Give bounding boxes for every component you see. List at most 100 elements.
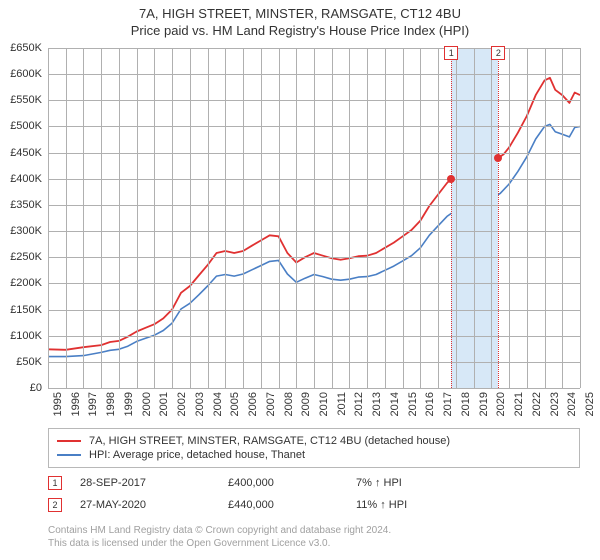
event-pct: 7% ↑ HPI [356,477,466,489]
x-tick-label: 1997 [87,392,99,416]
top-marker-box: 1 [444,46,458,60]
x-tick-label: 2018 [460,392,472,416]
title-block: 7A, HIGH STREET, MINSTER, RAMSGATE, CT12… [0,0,600,42]
gridline-v [83,48,84,388]
x-tick-label: 2014 [389,392,401,416]
y-tick-label: £650K [0,42,42,54]
events-block: 128-SEP-2017£400,0007% ↑ HPI227-MAY-2020… [48,472,580,516]
x-tick-label: 2023 [549,392,561,416]
gridline-v [420,48,421,388]
gridline-v [225,48,226,388]
y-tick-label: £0 [0,382,42,394]
y-tick-label: £200K [0,277,42,289]
event-price: £440,000 [228,499,338,511]
gridline-v [101,48,102,388]
gridline-v [279,48,280,388]
top-marker-box: 2 [491,46,505,60]
x-tick-label: 2019 [478,392,490,416]
x-tick-label: 2009 [300,392,312,416]
gridline-v [456,48,457,388]
gridline-v [474,48,475,388]
y-tick-label: £550K [0,94,42,106]
x-tick-label: 2001 [158,392,170,416]
x-tick-label: 2017 [442,392,454,416]
gridline-v [562,48,563,388]
chart-area: £0£50K£100K£150K£200K£250K£300K£350K£400… [48,48,580,388]
event-row: 1 28-SEP-2017 £400,000 7% ↑ HPI [48,472,580,494]
gridline-v [296,48,297,388]
gridline-v [261,48,262,388]
y-tick-label: £150K [0,304,42,316]
x-tick-label: 2006 [247,392,259,416]
data-marker-dot [494,154,502,162]
gridline-v [403,48,404,388]
x-tick-label: 1995 [52,392,64,416]
gridline-v [314,48,315,388]
gridline-v [545,48,546,388]
legend-label: 7A, HIGH STREET, MINSTER, RAMSGATE, CT12… [89,435,450,447]
gridline-v [172,48,173,388]
x-tick-label: 2015 [407,392,419,416]
legend-row: 7A, HIGH STREET, MINSTER, RAMSGATE, CT12… [57,434,571,448]
legend-row: HPI: Average price, detached house, Than… [57,448,571,462]
gridline-v [154,48,155,388]
gridline-v [491,48,492,388]
gridline-h [48,388,580,389]
x-tick-label: 2002 [176,392,188,416]
legend-label: HPI: Average price, detached house, Than… [89,449,305,461]
event-marker-box: 2 [48,498,62,512]
legend-swatch [57,454,81,456]
event-row: 227-MAY-2020£440,00011% ↑ HPI [48,494,580,516]
y-tick-label: £500K [0,120,42,132]
event-price: £400,000 [228,477,338,489]
y-tick-label: £250K [0,251,42,263]
x-tick-label: 2003 [194,392,206,416]
event-pct: 11% ↑ HPI [356,499,466,511]
data-marker-dot [447,175,455,183]
title-line2: Price paid vs. HM Land Registry's House … [0,23,600,38]
gridline-v [385,48,386,388]
y-tick-label: £600K [0,68,42,80]
x-tick-label: 2020 [495,392,507,416]
x-tick-label: 2004 [212,392,224,416]
gridline-v [119,48,120,388]
footer: Contains HM Land Registry data © Crown c… [48,524,580,550]
gridline-v [580,48,581,388]
y-tick-label: £300K [0,225,42,237]
footer-line2: This data is licensed under the Open Gov… [48,537,580,550]
x-tick-label: 2022 [531,392,543,416]
x-tick-label: 2024 [566,392,578,416]
legend-box: 7A, HIGH STREET, MINSTER, RAMSGATE, CT12… [48,428,580,468]
y-tick-label: £400K [0,173,42,185]
x-tick-label: 2008 [283,392,295,416]
gridline-v [190,48,191,388]
gridline-v [527,48,528,388]
x-tick-label: 2010 [318,392,330,416]
x-tick-label: 2005 [229,392,241,416]
gridline-v [243,48,244,388]
gridline-v [367,48,368,388]
y-tick-label: £350K [0,199,42,211]
gridline-v [332,48,333,388]
event-date: 28-SEP-2017 [80,477,210,489]
x-tick-label: 1996 [70,392,82,416]
legend-swatch [57,440,81,442]
gridline-v [349,48,350,388]
footer-line1: Contains HM Land Registry data © Crown c… [48,524,580,537]
x-tick-label: 2000 [141,392,153,416]
x-tick-label: 2012 [353,392,365,416]
reference-line [451,48,452,388]
y-tick-label: £100K [0,330,42,342]
event-marker-box: 1 [48,476,62,490]
gridline-v [509,48,510,388]
x-tick-label: 2011 [336,392,348,416]
gridline-v [48,48,49,388]
x-tick-label: 2016 [424,392,436,416]
gridline-v [66,48,67,388]
y-tick-label: £50K [0,356,42,368]
title-line1: 7A, HIGH STREET, MINSTER, RAMSGATE, CT12… [0,6,600,21]
gridline-v [208,48,209,388]
gridline-v [137,48,138,388]
reference-line [498,48,499,388]
plot-region: £0£50K£100K£150K£200K£250K£300K£350K£400… [48,48,580,388]
